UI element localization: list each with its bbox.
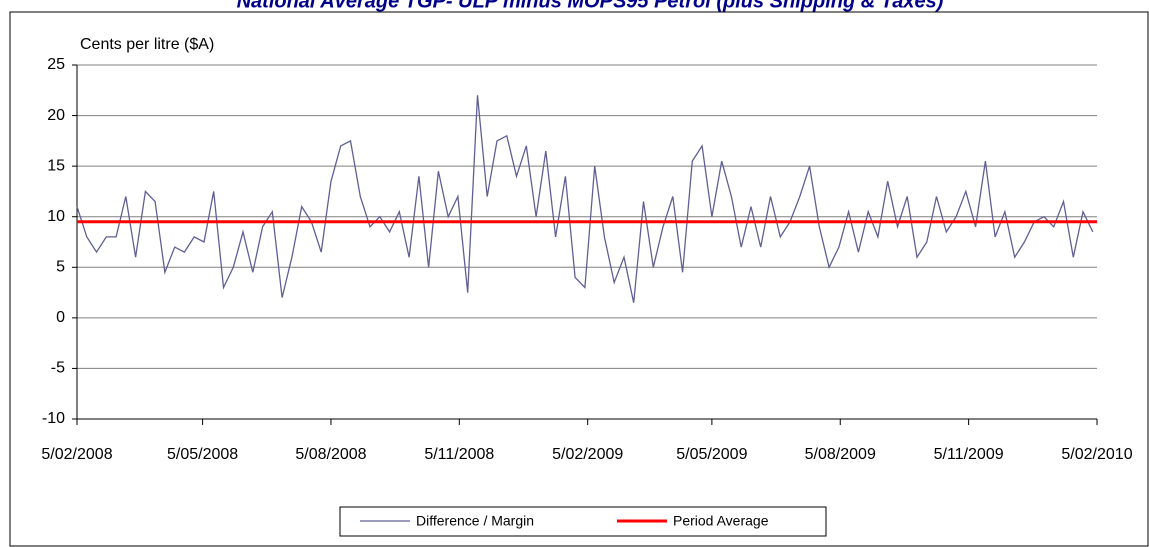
y-tick-label: 15 <box>47 157 65 174</box>
legend-label: Period Average <box>673 513 769 529</box>
chart-frame <box>9 11 1149 547</box>
x-tick-label: 5/08/2009 <box>805 446 876 463</box>
x-tick-label: 5/11/2009 <box>934 446 1004 463</box>
x-tick-label: 5/02/2010 <box>1061 446 1132 463</box>
x-tick-label: 5/05/2008 <box>167 446 238 463</box>
x-tick-label: 5/02/2009 <box>552 446 623 463</box>
y-tick-label: 10 <box>47 208 65 225</box>
x-tick-label: 5/02/2008 <box>41 446 112 463</box>
y-axis-label: Cents per litre ($A) <box>80 36 214 53</box>
chart-title: National Average TGP- ULP minus MOPS95 P… <box>237 0 944 12</box>
y-tick-label: 0 <box>56 309 65 326</box>
legend <box>339 506 827 537</box>
y-tick-label: 25 <box>47 56 65 73</box>
x-tick-label: 5/08/2008 <box>295 446 366 463</box>
data-line <box>76 95 1094 303</box>
x-tick-label: 5/05/2009 <box>676 446 747 463</box>
legend-label: Difference / Margin <box>416 513 534 529</box>
y-tick-label: -5 <box>51 360 65 377</box>
y-tick-label: -10 <box>42 410 65 427</box>
y-tick-label: 20 <box>47 107 65 124</box>
y-tick-label: 5 <box>56 259 65 276</box>
x-tick-label: 5/11/2008 <box>424 446 494 463</box>
